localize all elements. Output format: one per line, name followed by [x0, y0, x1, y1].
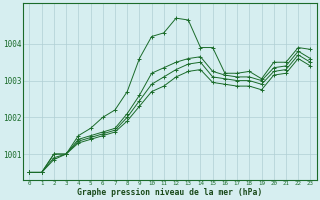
X-axis label: Graphe pression niveau de la mer (hPa): Graphe pression niveau de la mer (hPa)	[77, 188, 263, 197]
